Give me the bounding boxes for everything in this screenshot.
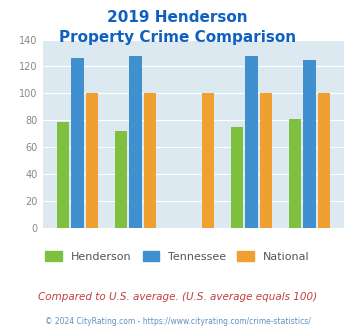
Bar (202, 93, 214, 228)
Bar (129, 56, 142, 228)
Text: Compared to U.S. average. (U.S. average equals 100): Compared to U.S. average. (U.S. average … (38, 292, 317, 302)
Bar (289, 119, 301, 228)
Bar (115, 131, 127, 228)
Bar (56, 121, 69, 228)
Legend: Henderson, Tennessee, National: Henderson, Tennessee, National (41, 247, 314, 267)
Bar (260, 93, 272, 228)
Bar (86, 93, 98, 228)
Text: © 2024 CityRating.com - https://www.cityrating.com/crime-statistics/: © 2024 CityRating.com - https://www.city… (45, 317, 310, 326)
Bar (71, 58, 84, 228)
Bar (318, 93, 331, 228)
Bar (143, 93, 156, 228)
Text: 2019 Henderson: 2019 Henderson (107, 10, 248, 25)
Bar (303, 60, 316, 228)
Bar (231, 127, 244, 228)
Bar (245, 56, 258, 228)
Text: Property Crime Comparison: Property Crime Comparison (59, 30, 296, 45)
